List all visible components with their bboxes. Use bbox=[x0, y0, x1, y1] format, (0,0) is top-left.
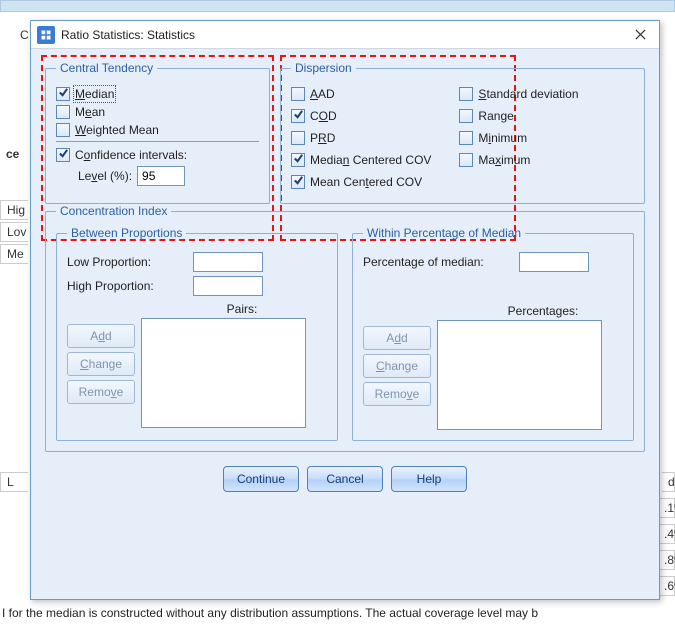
checkbox-std-dev[interactable] bbox=[459, 87, 473, 101]
label-weighted-mean: Weighted Mean bbox=[75, 123, 159, 137]
bg-top-strip bbox=[0, 0, 675, 12]
bg-text-r4: .6% bbox=[658, 576, 675, 596]
cancel-button[interactable]: Cancel bbox=[307, 466, 383, 492]
checkbox-range[interactable] bbox=[459, 109, 473, 123]
legend-dispersion: Dispersion bbox=[291, 61, 356, 75]
label-pairs: Pairs: bbox=[67, 302, 327, 316]
label-confidence-intervals: Confidence intervals: bbox=[75, 148, 187, 162]
input-high-proportion[interactable] bbox=[193, 276, 263, 296]
help-button[interactable]: Help bbox=[391, 466, 467, 492]
group-between-proportions: Between Proportions Low Proportion: High… bbox=[56, 226, 338, 441]
bg-text-lov: Lov bbox=[0, 222, 28, 242]
label-pct-of-median: Percentage of median: bbox=[363, 255, 513, 269]
btn-between-add[interactable]: Add bbox=[67, 324, 135, 348]
bg-text-me: Me bbox=[0, 244, 28, 264]
checkbox-minimum[interactable] bbox=[459, 131, 473, 145]
checkbox-weighted-mean[interactable] bbox=[56, 123, 70, 137]
checkbox-cod[interactable] bbox=[291, 109, 305, 123]
label-mean-cov: Mean Centered COV bbox=[310, 175, 422, 189]
btn-within-add[interactable]: Add bbox=[363, 326, 431, 350]
label-median: Median bbox=[75, 87, 114, 101]
checkbox-median[interactable] bbox=[56, 87, 70, 101]
group-concentration-index: Concentration Index Between Proportions … bbox=[45, 204, 645, 452]
ratio-statistics-dialog: Ratio Statistics: Statistics Central Ten… bbox=[30, 20, 660, 600]
dialog-content: Central Tendency Median Mean Weighted Me… bbox=[31, 49, 659, 502]
listbox-percentages[interactable] bbox=[437, 320, 602, 430]
bg-text-l: L bbox=[0, 472, 28, 492]
legend-between-proportions: Between Proportions bbox=[67, 226, 186, 240]
label-prd: PRD bbox=[310, 131, 335, 145]
bg-text-d: d bbox=[662, 472, 675, 492]
input-confidence-level[interactable] bbox=[137, 166, 185, 186]
label-std-dev: Standard deviation bbox=[478, 87, 578, 101]
label-range: Range bbox=[478, 109, 513, 123]
legend-within-percentage: Within Percentage of Median bbox=[363, 226, 525, 240]
checkbox-aad[interactable] bbox=[291, 87, 305, 101]
input-pct-of-median[interactable] bbox=[519, 252, 589, 272]
label-maximum: Maximum bbox=[478, 153, 530, 167]
group-within-percentage: Within Percentage of Median Percentage o… bbox=[352, 226, 634, 441]
bg-footer-text: I for the median is constructed without … bbox=[2, 606, 538, 620]
checkbox-mean-cov[interactable] bbox=[291, 175, 305, 189]
label-percentages: Percentages: bbox=[363, 304, 623, 318]
bg-text-hig: Hig bbox=[0, 200, 28, 220]
close-button[interactable] bbox=[627, 25, 653, 45]
checkbox-median-cov[interactable] bbox=[291, 153, 305, 167]
checkbox-prd[interactable] bbox=[291, 131, 305, 145]
dialog-title: Ratio Statistics: Statistics bbox=[61, 28, 627, 42]
label-low-proportion: Low Proportion: bbox=[67, 255, 187, 269]
btn-between-remove[interactable]: Remove bbox=[67, 380, 135, 404]
bg-text-r2: .4% bbox=[658, 524, 675, 544]
btn-between-change[interactable]: Change bbox=[67, 352, 135, 376]
label-median-cov: Median Centered COV bbox=[310, 153, 431, 167]
checkbox-mean[interactable] bbox=[56, 105, 70, 119]
bg-text-r3: .8% bbox=[658, 550, 675, 570]
bg-text-r1: .1% bbox=[658, 498, 675, 518]
legend-concentration-index: Concentration Index bbox=[56, 204, 171, 218]
titlebar: Ratio Statistics: Statistics bbox=[31, 21, 659, 49]
bg-text-ce: ce bbox=[0, 145, 25, 163]
label-mean: Mean bbox=[75, 105, 105, 119]
label-aad: AAD bbox=[310, 87, 335, 101]
label-high-proportion: High Proportion: bbox=[67, 279, 187, 293]
checkbox-confidence-intervals[interactable] bbox=[56, 148, 70, 162]
label-level: Level (%): bbox=[78, 169, 132, 183]
label-cod: COD bbox=[310, 109, 337, 123]
input-low-proportion[interactable] bbox=[193, 252, 263, 272]
btn-within-change[interactable]: Change bbox=[363, 354, 431, 378]
group-central-tendency: Central Tendency Median Mean Weighted Me… bbox=[45, 61, 270, 204]
legend-central-tendency: Central Tendency bbox=[56, 61, 157, 75]
label-minimum: Minimum bbox=[478, 131, 527, 145]
listbox-pairs[interactable] bbox=[141, 318, 306, 428]
continue-button[interactable]: Continue bbox=[223, 466, 299, 492]
group-dispersion: Dispersion AAD COD PRD Median Centered C… bbox=[280, 61, 645, 204]
btn-within-remove[interactable]: Remove bbox=[363, 382, 431, 406]
checkbox-maximum[interactable] bbox=[459, 153, 473, 167]
app-icon bbox=[37, 26, 55, 44]
